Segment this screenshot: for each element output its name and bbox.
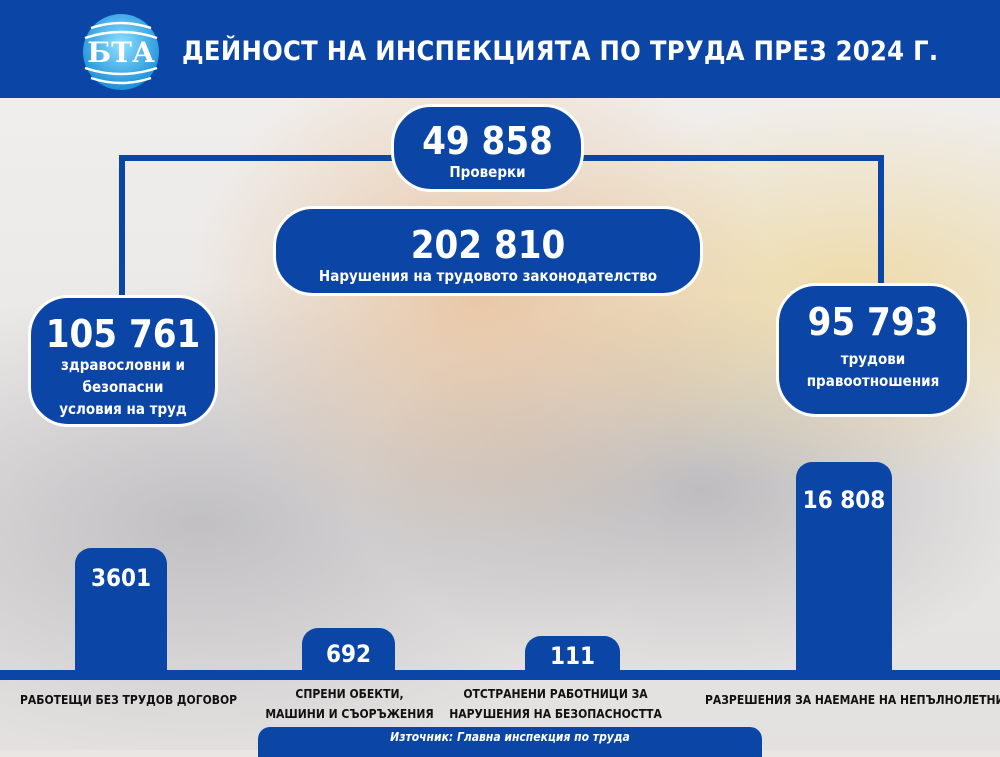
bar-minor-permits: 16 808 (796, 462, 892, 672)
violations-label: Нарушения на трудовото законодателство (318, 267, 658, 285)
bar-value: 16 808 (802, 486, 886, 514)
labor-relations-label: правоотношения (806, 372, 940, 390)
health-safety-label: здравословни и (61, 356, 185, 374)
health-safety-value: 105 761 (45, 312, 201, 356)
svg-text:БТА: БТА (87, 36, 155, 69)
bar-stopped-sites: 692 (302, 628, 395, 672)
violations-value: 202 810 (410, 223, 566, 267)
page-title: ДЕЙНОСТ НА ИНСПЕКЦИЯТА ПО ТРУДА ПРЕЗ 202… (182, 36, 939, 67)
connector-line (119, 155, 399, 161)
health-safety-label: безопасни (82, 378, 164, 396)
bar-label-text: РАБОТЕЩИ БЕЗ ТРУДОВ ДОГОВОР (20, 693, 238, 707)
baseline (0, 670, 1000, 680)
bar-label-text: МАШИНИ И СЪОРЪЖЕНИЯ (265, 707, 434, 721)
labor-relations-label: трудови (840, 350, 906, 368)
bar-label-text: НАРУШЕНИЯ НА БЕЗОПАСНОСТТА (449, 707, 662, 721)
bta-logo: БТА (83, 14, 159, 90)
bar-value: 111 (549, 642, 596, 670)
connector-line (119, 155, 125, 300)
bar-workers-without-contract: 3601 (75, 548, 167, 672)
health-safety-label: условия на труд (59, 400, 187, 418)
connector-line (878, 155, 884, 290)
bar-label-text: ОТСТРАНЕНИ РАБОТНИЦИ ЗА (463, 687, 648, 701)
bar-value: 3601 (90, 564, 152, 592)
bar-label: РАЗРЕШЕНИЯ ЗА НАЕМАНЕ НА НЕПЪЛНОЛЕТНИ (705, 690, 1000, 710)
source-note: Източник: Главна инспекция по труда (258, 727, 762, 757)
bar-removed-workers: 111 (525, 636, 620, 672)
labor-relations-box: 95 793 трудови правоотношения (776, 283, 970, 417)
bar-label-text: СПРЕНИ ОБЕКТИ, (295, 687, 404, 701)
inspections-label: Проверки (449, 163, 526, 181)
inspections-value: 49 858 (422, 119, 553, 163)
bar-label: СПРЕНИ ОБЕКТИ, МАШИНИ И СЪОРЪЖЕНИЯ (262, 684, 437, 724)
bar-label: ОТСТРАНЕНИ РАБОТНИЦИ ЗА НАРУШЕНИЯ НА БЕЗО… (448, 684, 663, 724)
bar-label-text: РАЗРЕШЕНИЯ ЗА НАЕМАНЕ НА НЕПЪЛНОЛЕТНИ (705, 693, 1000, 707)
labor-relations-value: 95 793 (807, 300, 939, 344)
header-banner: БТА ДЕЙНОСТ НА ИНСПЕКЦИЯТА ПО ТРУДА ПРЕЗ… (0, 0, 1000, 98)
violations-box: 202 810 Нарушения на трудовото законодат… (273, 206, 703, 296)
inspections-box: 49 858 Проверки (391, 104, 584, 192)
connector-line (578, 155, 884, 161)
bar-value: 692 (325, 640, 372, 668)
bar-label: РАБОТЕЩИ БЕЗ ТРУДОВ ДОГОВОР (20, 690, 238, 710)
health-safety-box: 105 761 здравословни и безопасни условия… (28, 295, 218, 427)
